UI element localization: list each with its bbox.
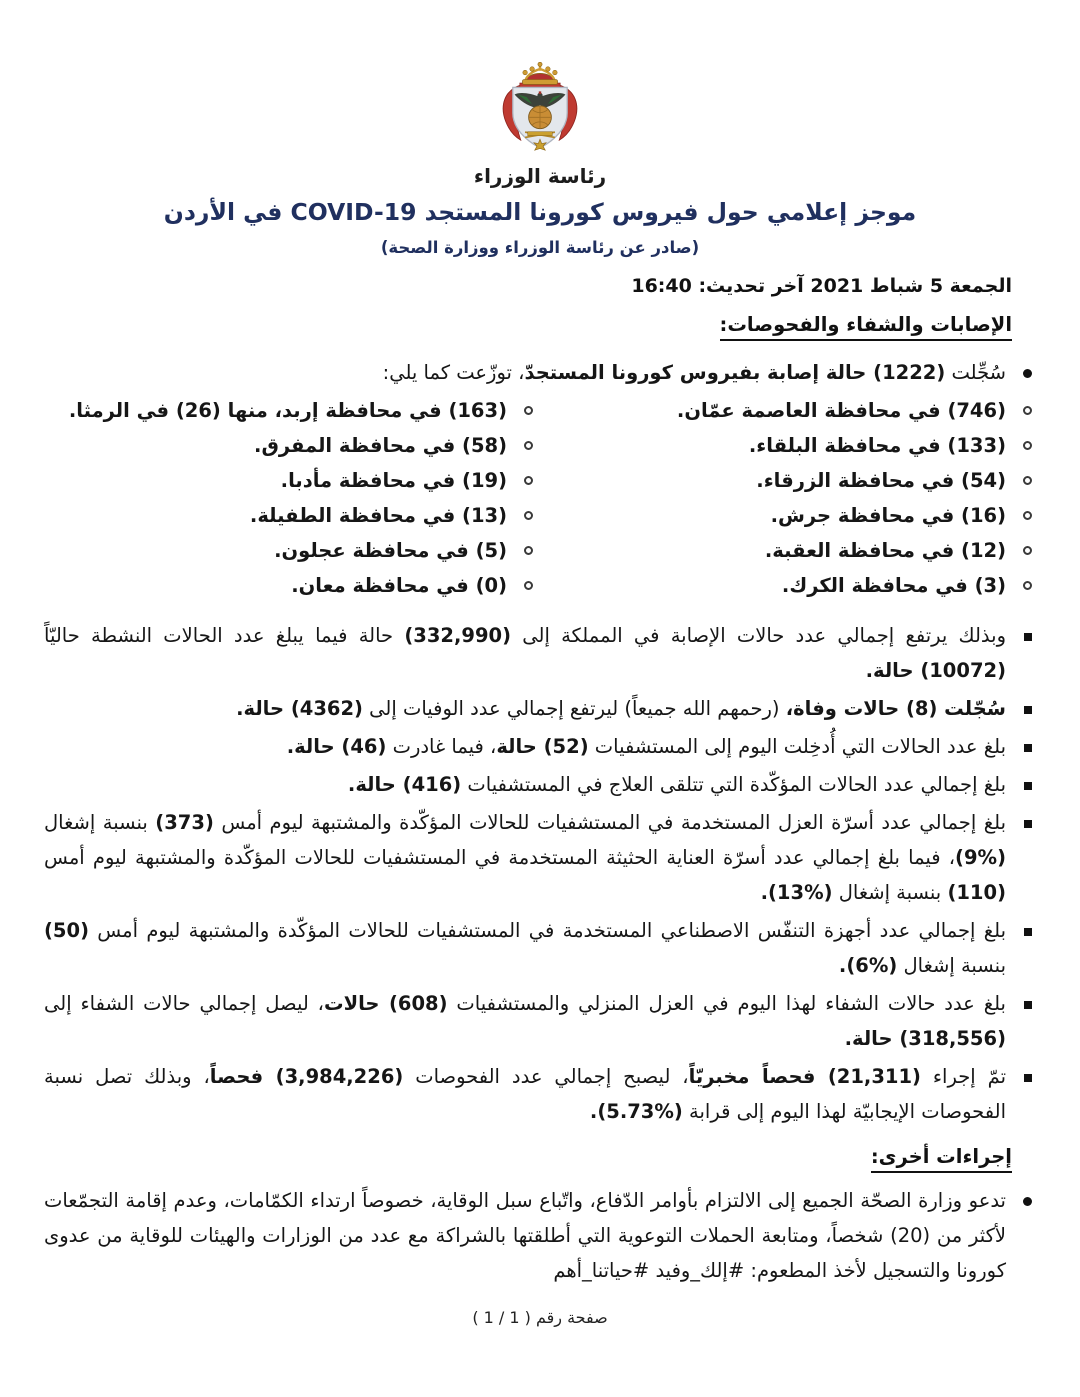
- governorate-cases-list: (746) في محافظة العاصمة عمّان. (163) في …: [44, 394, 1036, 604]
- bullet-circle-icon: [524, 406, 533, 415]
- stat-ventilators: بلغ إجمالي عدد أجهزة التنفّس الاصطناعي ا…: [44, 913, 1036, 983]
- bullet-circle-icon: [1023, 581, 1032, 590]
- governorate-case-item: (58) في محافظة المفرق.: [44, 429, 537, 464]
- bullet-square-icon: [1024, 706, 1032, 714]
- bullet-circle-icon: [1023, 476, 1032, 485]
- bullet-square-icon: [1024, 820, 1032, 828]
- health-ministry-advisory: تدعو وزارة الصحّة الجميع إلى الالتزام بأ…: [44, 1183, 1036, 1288]
- page-subtitle: (صادر عن رئاسة الوزراء ووزارة الصحة): [380, 238, 700, 257]
- document-body: الإصابات والشفاء والفحوصات: سُجِّلت (122…: [0, 313, 1080, 1288]
- governorate-case-item: (133) في محافظة البلقاء.: [543, 429, 1036, 464]
- new-cases-summary-text: سُجِّلت (1222) حالة إصابة بفيروس كورونا …: [382, 361, 1006, 384]
- bullet-square-icon: [1024, 633, 1032, 641]
- statistics-list: وبذلك يرتفع إجمالي عدد حالات الإصابة في …: [44, 618, 1036, 1129]
- bullet-square-icon: [1024, 1001, 1032, 1009]
- stat-hospital-admissions-discharges: بلغ عدد الحالات التي أُدخِلت اليوم إلى ا…: [44, 729, 1036, 764]
- governorate-case-item: (5) في محافظة عجلون.: [44, 534, 537, 569]
- governorate-case-item: (12) في محافظة العقبة.: [543, 534, 1036, 569]
- new-cases-summary: سُجِّلت (1222) حالة إصابة بفيروس كورونا …: [44, 355, 1036, 390]
- page-title: موجز إعلامي حول فيروس كورونا المستجد COV…: [163, 198, 917, 226]
- governorate-case-item: (163) في محافظة إربد، منها (26) في الرمث…: [44, 394, 537, 429]
- bullet-circle-icon: [524, 546, 533, 555]
- bullet-circle-icon: [1023, 406, 1032, 415]
- stat-recoveries: بلغ عدد حالات الشفاء لهذا اليوم في العزل…: [44, 986, 1036, 1056]
- stat-isolation-and-icu-beds: بلغ إجمالي عدد أسرّة العزل المستخدمة في …: [44, 805, 1036, 910]
- governorate-case-item: (19) في محافظة مأدبا.: [44, 464, 537, 499]
- royal-crest-icon: [502, 62, 578, 151]
- governorate-case-item: (746) في محافظة العاصمة عمّان.: [543, 394, 1036, 429]
- stat-hospitalized-confirmed-cases: بلغ إجمالي عدد الحالات المؤكّدة التي تتل…: [44, 767, 1036, 802]
- bullet-square-icon: [1024, 1074, 1032, 1082]
- bullet-circle-icon: [524, 441, 533, 450]
- bullet-circle-icon: [524, 511, 533, 520]
- section-heading-other-measures: إجراءات أخرى:: [870, 1145, 1012, 1173]
- governorate-case-item: (0) في محافظة معان.: [44, 569, 537, 604]
- logo-caption: رئاسة الوزراء: [473, 164, 607, 188]
- bullet-square-icon: [1024, 782, 1032, 790]
- bullet-square-icon: [1024, 744, 1032, 752]
- bullet-circle-icon: [524, 476, 533, 485]
- government-crest-logo: رئاسة الوزراء: [0, 62, 1080, 188]
- section-heading-cases-wrap: الإصابات والشفاء والفحوصات:: [68, 313, 1012, 341]
- stat-cumulative-and-active-cases: وبذلك يرتفع إجمالي عدد حالات الإصابة في …: [44, 618, 1036, 688]
- date-line: الجمعة 5 شباط 2021 آخر تحديث: 16:40: [631, 275, 1012, 297]
- section-heading-other-measures-wrap: إجراءات أخرى:: [68, 1145, 1012, 1173]
- page-number: صفحة رقم ( 1 / 1 ): [472, 1308, 608, 1327]
- health-ministry-advisory-text: تدعو وزارة الصحّة الجميع إلى الالتزام بأ…: [44, 1189, 1007, 1282]
- bullet-circle-icon: [1023, 441, 1032, 450]
- stat-deaths: سُجّلت (8) حالات وفاة، (رحمهم الله جميعا…: [44, 691, 1036, 726]
- bullet-disc-icon: [1023, 369, 1032, 378]
- governorate-case-item: (54) في محافظة الزرقاء.: [543, 464, 1036, 499]
- bullet-circle-icon: [1023, 546, 1032, 555]
- governorate-case-item: (16) في محافظة جرش.: [543, 499, 1036, 534]
- bullet-circle-icon: [524, 581, 533, 590]
- section-heading-cases: الإصابات والشفاء والفحوصات:: [719, 313, 1012, 341]
- bullet-disc-icon: [1023, 1197, 1032, 1206]
- bullet-circle-icon: [1023, 511, 1032, 520]
- governorate-case-item: (3) في محافظة الكرك.: [543, 569, 1036, 604]
- governorate-case-item: (13) في محافظة الطفيلة.: [44, 499, 537, 534]
- bullet-square-icon: [1024, 928, 1032, 936]
- stat-lab-tests: تمّ إجراء (21,311) فحصاً مخبريّاً، ليصبح…: [44, 1059, 1036, 1129]
